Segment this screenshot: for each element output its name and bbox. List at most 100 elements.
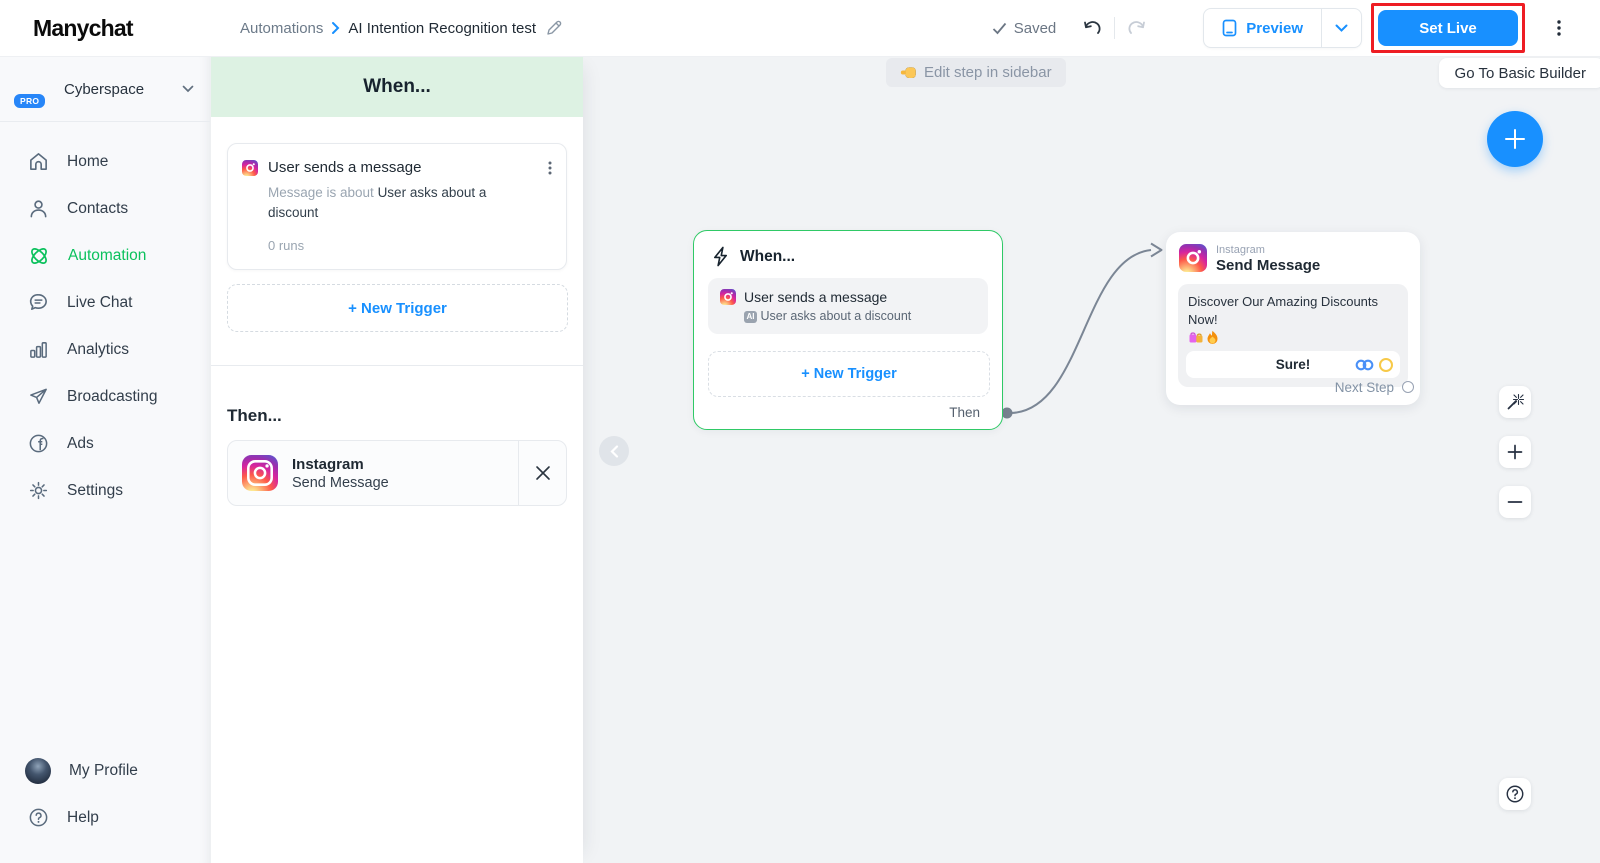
arrowhead-icon — [1150, 242, 1163, 258]
preview-button[interactable]: Preview — [1204, 9, 1321, 47]
collapse-panel-button[interactable] — [599, 436, 629, 466]
trigger-card[interactable]: User sends a message Message is about Us… — [227, 143, 567, 271]
next-step-port[interactable] — [1402, 381, 1414, 393]
when-node[interactable]: When... User sends a message AI User ask… — [693, 230, 1003, 430]
sidebar-item-broadcasting[interactable]: Broadcasting — [0, 373, 210, 420]
sidebar-item-help[interactable]: Help — [0, 794, 210, 841]
when-node-title: When... — [740, 247, 796, 265]
edit-title-icon[interactable] — [546, 20, 562, 36]
new-trigger-button[interactable]: + New Trigger — [227, 284, 568, 333]
divider — [1114, 17, 1116, 39]
magic-wand-icon — [1507, 393, 1524, 410]
undo-button[interactable] — [1078, 13, 1108, 43]
trigger-card-head: User sends a message — [242, 159, 552, 176]
trigger-title: User sends a message — [268, 159, 422, 176]
sidebar-item-home[interactable]: Home — [0, 138, 210, 185]
condition-value: User asks about a discount — [268, 185, 487, 220]
instagram-icon — [1179, 244, 1207, 272]
question-mark-icon — [1506, 785, 1524, 803]
when-section-header: When... — [211, 57, 583, 117]
set-live-button[interactable]: Set Live — [1378, 10, 1518, 46]
then-port-label: Then — [949, 405, 980, 420]
more-options-button[interactable] — [1541, 8, 1577, 48]
plus-icon — [1507, 444, 1523, 460]
settings-icon — [29, 481, 48, 500]
saved-label: Saved — [1013, 19, 1057, 37]
automation-icon — [31, 247, 47, 264]
help-button[interactable] — [1499, 778, 1531, 810]
kebab-icon — [548, 161, 552, 174]
sidebar: PRO Cyberspace Home Contacts Automation … — [0, 57, 210, 863]
send-node-head: Instagram Send Message — [1166, 232, 1420, 274]
quick-reply-button[interactable]: Sure! — [1186, 351, 1400, 379]
button-connection-port[interactable] — [1379, 357, 1393, 372]
pointing-left-hand-icon — [900, 67, 916, 79]
preview-button-group: Preview — [1203, 8, 1362, 48]
sidebar-item-label: Contacts — [67, 199, 129, 217]
sidebar-item-settings[interactable]: Settings — [0, 467, 210, 514]
send-message-node[interactable]: Instagram Send Message Discover Our Amaz… — [1166, 232, 1420, 405]
contacts-icon — [30, 200, 47, 218]
zoom-in-button[interactable] — [1499, 436, 1531, 468]
account-switcher[interactable]: PRO Cyberspace — [0, 57, 210, 121]
minus-icon — [1507, 501, 1523, 503]
save-status: Saved — [992, 19, 1057, 37]
when-node-head: When... — [694, 231, 1002, 267]
live-chat-icon — [29, 294, 47, 310]
connector-layer — [1001, 242, 1163, 419]
sidebar-item-contacts[interactable]: Contacts — [0, 185, 210, 232]
instagram-icon — [720, 289, 736, 305]
sidebar-item-label: My Profile — [69, 761, 138, 779]
analytics-icon — [30, 342, 47, 358]
flow-title: AI Intention Recognition test — [348, 19, 537, 37]
check-icon — [992, 22, 1006, 34]
fire-emoji — [1207, 330, 1218, 345]
close-icon — [535, 466, 550, 480]
instagram-icon — [242, 455, 278, 492]
canvas-new-trigger-button[interactable]: + New Trigger — [708, 351, 990, 397]
message-bubble[interactable]: Discover Our Amazing Discounts Now! Sure… — [1178, 284, 1408, 388]
chevron-left-icon — [609, 444, 618, 458]
redo-button[interactable] — [1121, 13, 1151, 43]
action-type: Send Message — [292, 474, 389, 491]
undo-redo-group — [1078, 13, 1151, 43]
add-step-fab[interactable] — [1487, 111, 1543, 167]
sidebar-item-label: Settings — [67, 481, 124, 499]
step-editor-panel: When... User sends a message Message is … — [210, 57, 583, 863]
flow-canvas[interactable]: Edit step in sidebar Go To Basic Builder… — [583, 57, 1600, 863]
chevron-down-icon — [182, 85, 194, 93]
preview-dropdown-button[interactable] — [1321, 9, 1361, 47]
sidebar-item-automation[interactable]: Automation — [0, 232, 210, 279]
message-emojis — [1186, 328, 1400, 345]
sidebar-item-live-chat[interactable]: Live Chat — [0, 279, 210, 326]
sidebar-item-label: Live Chat — [67, 293, 133, 311]
go-to-basic-builder-button[interactable]: Go To Basic Builder — [1438, 58, 1600, 88]
instagram-icon — [242, 159, 258, 176]
sidebar-item-analytics[interactable]: Analytics — [0, 326, 210, 373]
divider — [0, 121, 210, 122]
edit-step-hint-label: Edit step in sidebar — [924, 64, 1052, 81]
send-node-titles: Instagram Send Message — [1216, 244, 1320, 274]
when-node-trigger-chip[interactable]: User sends a message AI User asks about … — [708, 278, 988, 334]
sidebar-item-label: Automation — [68, 246, 147, 264]
auto-arrange-button[interactable] — [1499, 386, 1531, 418]
breadcrumb-automations[interactable]: Automations — [240, 19, 324, 37]
sidebar-item-my-profile[interactable]: My Profile — [0, 747, 210, 794]
trigger-runs-count: 0 runs — [268, 238, 305, 254]
zoom-out-button[interactable] — [1499, 486, 1531, 518]
manychat-logo: Manychat — [33, 14, 133, 41]
profile-avatar — [25, 757, 51, 784]
action-card-main[interactable]: Instagram Send Message — [228, 441, 518, 505]
remove-action-button[interactable] — [518, 441, 566, 506]
action-card: Instagram Send Message — [227, 440, 567, 507]
trigger-condition: Message is about User asks about a disco… — [268, 183, 528, 222]
sidebar-item-label: Analytics — [67, 340, 130, 358]
condition-prefix: Message is about — [268, 185, 378, 200]
next-step-label: Next Step — [1334, 380, 1394, 395]
action-text: Instagram Send Message — [292, 456, 389, 491]
sidebar-item-label: Broadcasting — [67, 387, 158, 405]
sidebar-item-label: Help — [67, 808, 99, 826]
ads-icon — [29, 434, 48, 453]
trigger-options-button[interactable] — [548, 161, 552, 175]
sidebar-item-ads[interactable]: Ads — [0, 420, 210, 467]
